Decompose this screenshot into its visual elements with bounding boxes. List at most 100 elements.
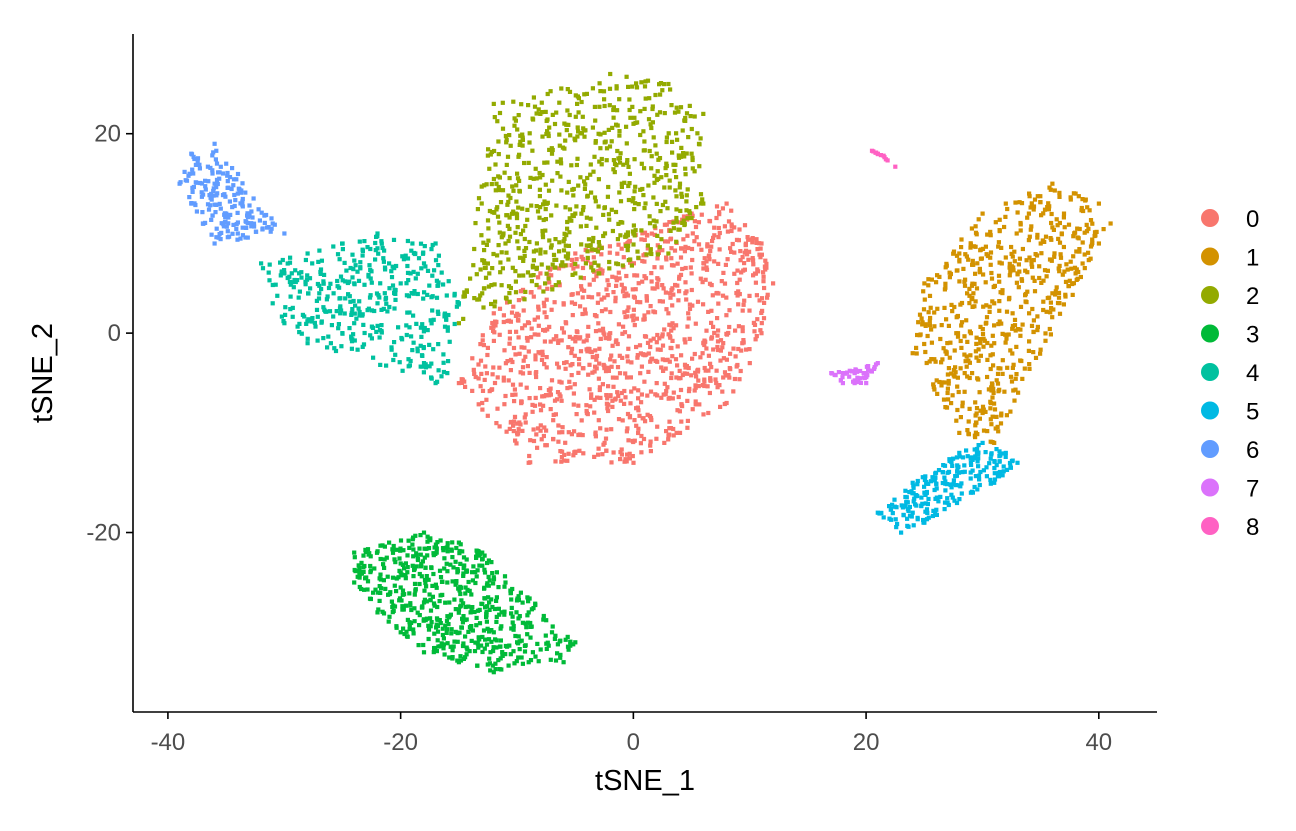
- scatter-point: [443, 600, 448, 605]
- scatter-point: [636, 396, 641, 401]
- scatter-point: [634, 344, 639, 350]
- scatter-point: [378, 556, 383, 562]
- scatter-point: [476, 645, 481, 650]
- scatter-point: [553, 459, 558, 464]
- scatter-point: [899, 530, 904, 535]
- scatter-point: [517, 273, 522, 278]
- scatter-point: [750, 256, 755, 261]
- scatter-point: [627, 414, 633, 419]
- scatter-point: [940, 357, 945, 362]
- scatter-point: [283, 305, 288, 310]
- scatter-point: [703, 368, 708, 373]
- scatter-point: [668, 87, 673, 92]
- scatter-point: [925, 333, 930, 339]
- scatter-point: [418, 343, 423, 348]
- scatter-point: [491, 577, 497, 582]
- scatter-point: [555, 642, 560, 647]
- scatter-point: [619, 447, 624, 452]
- scatter-point: [608, 71, 613, 77]
- scatter-point: [641, 193, 646, 198]
- scatter-point: [434, 295, 440, 300]
- scatter-point: [700, 197, 705, 202]
- scatter-point: [569, 263, 574, 268]
- scatter-point: [405, 565, 410, 570]
- scatter-point: [938, 494, 943, 499]
- scatter-point: [483, 364, 488, 369]
- scatter-point: [473, 640, 478, 645]
- scatter-point: [872, 366, 877, 371]
- scatter-point: [568, 385, 573, 390]
- scatter-point: [920, 475, 925, 480]
- scatter-point: [568, 133, 573, 138]
- scatter-point: [558, 174, 563, 179]
- scatter-point: [434, 546, 439, 551]
- scatter-point: [963, 277, 968, 282]
- scatter-point: [702, 338, 707, 343]
- scatter-point: [482, 567, 487, 572]
- scatter-point: [558, 655, 563, 660]
- scatter-point: [644, 298, 649, 303]
- scatter-point: [535, 209, 541, 214]
- scatter-point: [485, 560, 490, 566]
- scatter-point: [683, 244, 688, 249]
- scatter-point: [521, 228, 526, 233]
- scatter-point: [598, 132, 603, 137]
- scatter-point: [747, 249, 752, 254]
- scatter-point: [599, 309, 605, 314]
- scatter-point: [764, 265, 769, 270]
- scatter-point: [412, 606, 417, 611]
- scatter-point: [619, 181, 624, 186]
- scatter-point: [233, 198, 238, 203]
- scatter-point: [655, 285, 660, 290]
- scatter-point: [596, 376, 601, 381]
- scatter-point: [437, 599, 442, 604]
- scatter-point: [542, 304, 547, 309]
- scatter-point: [980, 246, 986, 251]
- scatter-point: [591, 255, 596, 260]
- scatter-point: [428, 624, 433, 629]
- scatter-point: [346, 292, 351, 297]
- scatter-point: [928, 315, 933, 321]
- scatter-point: [407, 545, 412, 550]
- scatter-point: [412, 581, 418, 586]
- scatter-point: [1004, 467, 1010, 472]
- scatter-point: [643, 419, 648, 424]
- scatter-point: [211, 150, 216, 155]
- scatter-point: [727, 324, 732, 330]
- scatter-point: [621, 324, 626, 329]
- scatter-point: [511, 649, 516, 654]
- scatter-point: [390, 604, 395, 610]
- scatter-point: [1033, 252, 1038, 257]
- scatter-point: [517, 255, 523, 260]
- scatter-point: [622, 401, 627, 406]
- scatter-point: [575, 156, 580, 161]
- scatter-point: [652, 224, 657, 229]
- scatter-point: [1016, 262, 1021, 267]
- scatter-point: [592, 454, 597, 459]
- scatter-point: [607, 144, 613, 149]
- scatter-point: [491, 176, 496, 182]
- scatter-point: [970, 262, 975, 267]
- scatter-point: [687, 306, 693, 311]
- scatter-point: [534, 282, 539, 288]
- scatter-point: [746, 257, 751, 262]
- scatter-point: [593, 247, 598, 252]
- scatter-point: [646, 351, 651, 356]
- scatter-point: [922, 281, 927, 286]
- scatter-point: [429, 295, 434, 300]
- scatter-point: [516, 113, 521, 118]
- scatter-point: [647, 221, 653, 226]
- scatter-point: [1011, 268, 1016, 273]
- scatter-point: [944, 317, 949, 322]
- scatter-point: [732, 250, 737, 255]
- scatter-point: [430, 594, 435, 599]
- scatter-point: [477, 637, 482, 642]
- scatter-point: [470, 605, 475, 610]
- scatter-point: [459, 380, 464, 385]
- scatter-point: [962, 283, 968, 288]
- scatter-point: [445, 328, 450, 333]
- scatter-point: [203, 184, 208, 189]
- scatter-point: [434, 616, 440, 621]
- scatter-point: [1014, 344, 1019, 349]
- scatter-point: [490, 571, 495, 576]
